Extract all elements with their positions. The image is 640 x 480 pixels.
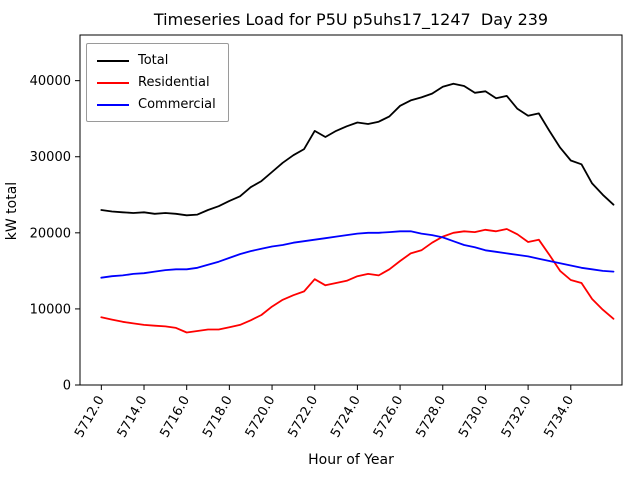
legend-line-sample — [97, 59, 129, 62]
x-axis-label: Hour of Year — [308, 452, 394, 468]
x-tick-label: 5716.0 — [157, 394, 193, 441]
legend-item-residential: Residential — [97, 75, 216, 90]
legend-line-sample — [97, 81, 129, 84]
line-total — [100, 82, 615, 217]
axes-spines — [79, 34, 623, 386]
legend-label: Commercial — [138, 97, 216, 112]
x-tick-label: 5732.0 — [499, 394, 535, 441]
y-tick-label: 30000 — [30, 150, 71, 165]
legend-item-commercial: Commercial — [97, 97, 216, 112]
line-residential — [100, 228, 615, 334]
x-tick-label: 5730.0 — [456, 394, 492, 441]
x-tick-label: 5712.0 — [72, 394, 108, 441]
x-tick-label: 5728.0 — [413, 394, 449, 441]
x-tick-label: 5734.0 — [542, 394, 578, 441]
legend-item-total: Total — [97, 53, 216, 68]
line-commercial — [100, 230, 615, 279]
x-tick-label: 5726.0 — [371, 394, 407, 441]
x-tick-label: 5714.0 — [115, 394, 151, 441]
y-tick-label: 40000 — [30, 74, 71, 89]
legend: Total Residential Commercial — [86, 43, 229, 122]
chart-title: Timeseries Load for P5U p5uhs17_1247 Day… — [153, 10, 549, 29]
x-tick-label: 5722.0 — [285, 394, 321, 441]
x-tick-label: 5718.0 — [200, 394, 236, 441]
x-tick-label: 5724.0 — [328, 394, 364, 441]
y-tick-label: 10000 — [30, 302, 71, 317]
legend-label: Total — [138, 53, 169, 68]
y-axis-label: kW total — [4, 181, 20, 241]
y-tick-label: 0 — [63, 379, 71, 394]
legend-line-sample — [97, 103, 129, 106]
legend-label: Residential — [138, 75, 210, 90]
x-tick-label: 5720.0 — [243, 394, 279, 441]
y-tick-label: 20000 — [30, 226, 71, 241]
